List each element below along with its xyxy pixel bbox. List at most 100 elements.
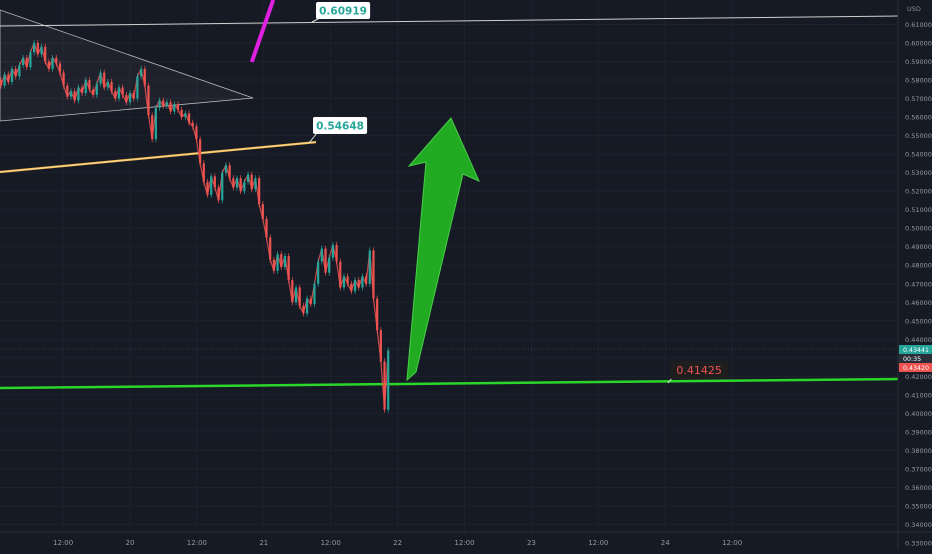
callout-54648-box xyxy=(313,117,368,134)
price-label-text: 0.43441 xyxy=(903,347,929,354)
candle-body xyxy=(258,178,261,205)
candle-body xyxy=(84,80,87,94)
y-tick-label: 0.35000 xyxy=(905,503,932,511)
candle-body xyxy=(14,68,17,77)
resistance-line xyxy=(0,15,899,27)
candle-body xyxy=(350,283,353,292)
currency-label: USD xyxy=(907,5,921,13)
candle-body xyxy=(221,172,224,201)
candle-body xyxy=(265,218,268,238)
y-tick-label: 0.55000 xyxy=(905,132,932,140)
candle-body xyxy=(62,72,65,86)
candle-body xyxy=(357,280,360,288)
candle-body xyxy=(235,178,239,188)
y-tick-label: 0.39000 xyxy=(905,428,932,436)
candle-body xyxy=(213,176,216,188)
candle-body xyxy=(77,87,80,101)
candle-body xyxy=(47,61,50,69)
y-tick-label: 0.46000 xyxy=(905,299,932,307)
candle-body xyxy=(176,104,180,110)
candle-body xyxy=(7,74,10,82)
y-tick-label: 0.59000 xyxy=(905,58,932,66)
candle-body xyxy=(180,109,183,118)
candle-body xyxy=(25,57,28,68)
candle-body xyxy=(125,94,128,103)
candle-body xyxy=(173,104,176,112)
candle-body xyxy=(58,63,62,73)
y-tick-label: 0.49000 xyxy=(905,243,932,251)
candle-body xyxy=(121,87,124,95)
candle-body xyxy=(162,100,165,106)
x-tick-label: 23 xyxy=(527,539,536,547)
candle-body xyxy=(10,68,14,82)
price-series-line xyxy=(0,41,389,410)
y-tick-label: 0.48000 xyxy=(905,262,932,270)
candle-body xyxy=(302,305,305,314)
candle-body xyxy=(55,57,58,64)
overlay-layer: 0.60919 0.54648 0.41425 xyxy=(0,2,898,384)
price-label-text: 0.43420 xyxy=(903,365,929,372)
candle-body xyxy=(365,276,368,284)
candle-body xyxy=(128,93,132,103)
candle-body xyxy=(165,102,169,106)
candle-body xyxy=(283,255,287,268)
candle-body xyxy=(387,350,390,410)
candle-body xyxy=(21,57,25,66)
candle-body xyxy=(342,276,346,288)
y-tick-label: 0.36000 xyxy=(905,484,932,492)
callout-41425-box xyxy=(670,361,729,379)
candle-body xyxy=(379,330,382,362)
candle-body xyxy=(36,43,39,55)
price-label-box xyxy=(899,345,932,354)
y-tick-label: 0.44000 xyxy=(905,336,932,344)
candle-body xyxy=(280,254,283,268)
x-tick-label: 24 xyxy=(661,539,670,547)
candle-body xyxy=(80,87,84,94)
candle-body xyxy=(217,187,220,201)
candle-body xyxy=(92,89,95,95)
candle-body xyxy=(187,113,191,123)
candle-body xyxy=(33,43,36,53)
candle-body xyxy=(191,122,194,127)
price-label-box xyxy=(899,363,932,372)
candle-body xyxy=(353,280,357,292)
candle-body xyxy=(73,91,76,101)
candle-body xyxy=(309,298,312,305)
candle-body xyxy=(254,178,257,190)
y-tick-label: 0.53000 xyxy=(905,169,932,177)
candle-body xyxy=(335,244,338,262)
up-arrow xyxy=(406,117,480,382)
drawings xyxy=(0,0,899,390)
x-tick-label: 12:00 xyxy=(722,539,742,547)
candle-body xyxy=(99,72,102,84)
candle-body xyxy=(199,139,202,164)
y-tick-label: 0.40000 xyxy=(905,410,932,418)
y-tick-label: 0.57000 xyxy=(905,95,932,103)
y-tick-label: 0.58000 xyxy=(905,77,932,85)
candle-body xyxy=(106,81,110,88)
candle-body xyxy=(69,91,73,97)
trendline-orange-core xyxy=(0,141,317,173)
y-tick-label: 0.45000 xyxy=(905,317,932,325)
y-tick-label: 0.54000 xyxy=(905,151,932,159)
x-tick-label: 12:00 xyxy=(187,539,207,547)
price-label-box xyxy=(899,354,932,363)
candle-body xyxy=(294,287,298,303)
candle-body xyxy=(206,181,209,195)
candle-body xyxy=(0,80,3,86)
candle-body xyxy=(154,107,157,140)
callout-54648-pointer xyxy=(308,132,318,144)
x-tick-label: 12:00 xyxy=(588,539,608,547)
y-tick-label: 0.33000 xyxy=(905,540,932,548)
candle-body xyxy=(361,276,364,288)
candle-body xyxy=(328,257,331,273)
candle-body xyxy=(339,261,342,288)
candle-body xyxy=(158,100,161,108)
candle-body xyxy=(3,74,6,86)
candle-body xyxy=(269,237,272,260)
candle-body xyxy=(324,248,327,273)
candle-body xyxy=(317,261,320,284)
y-tick-label: 0.60000 xyxy=(905,40,932,48)
